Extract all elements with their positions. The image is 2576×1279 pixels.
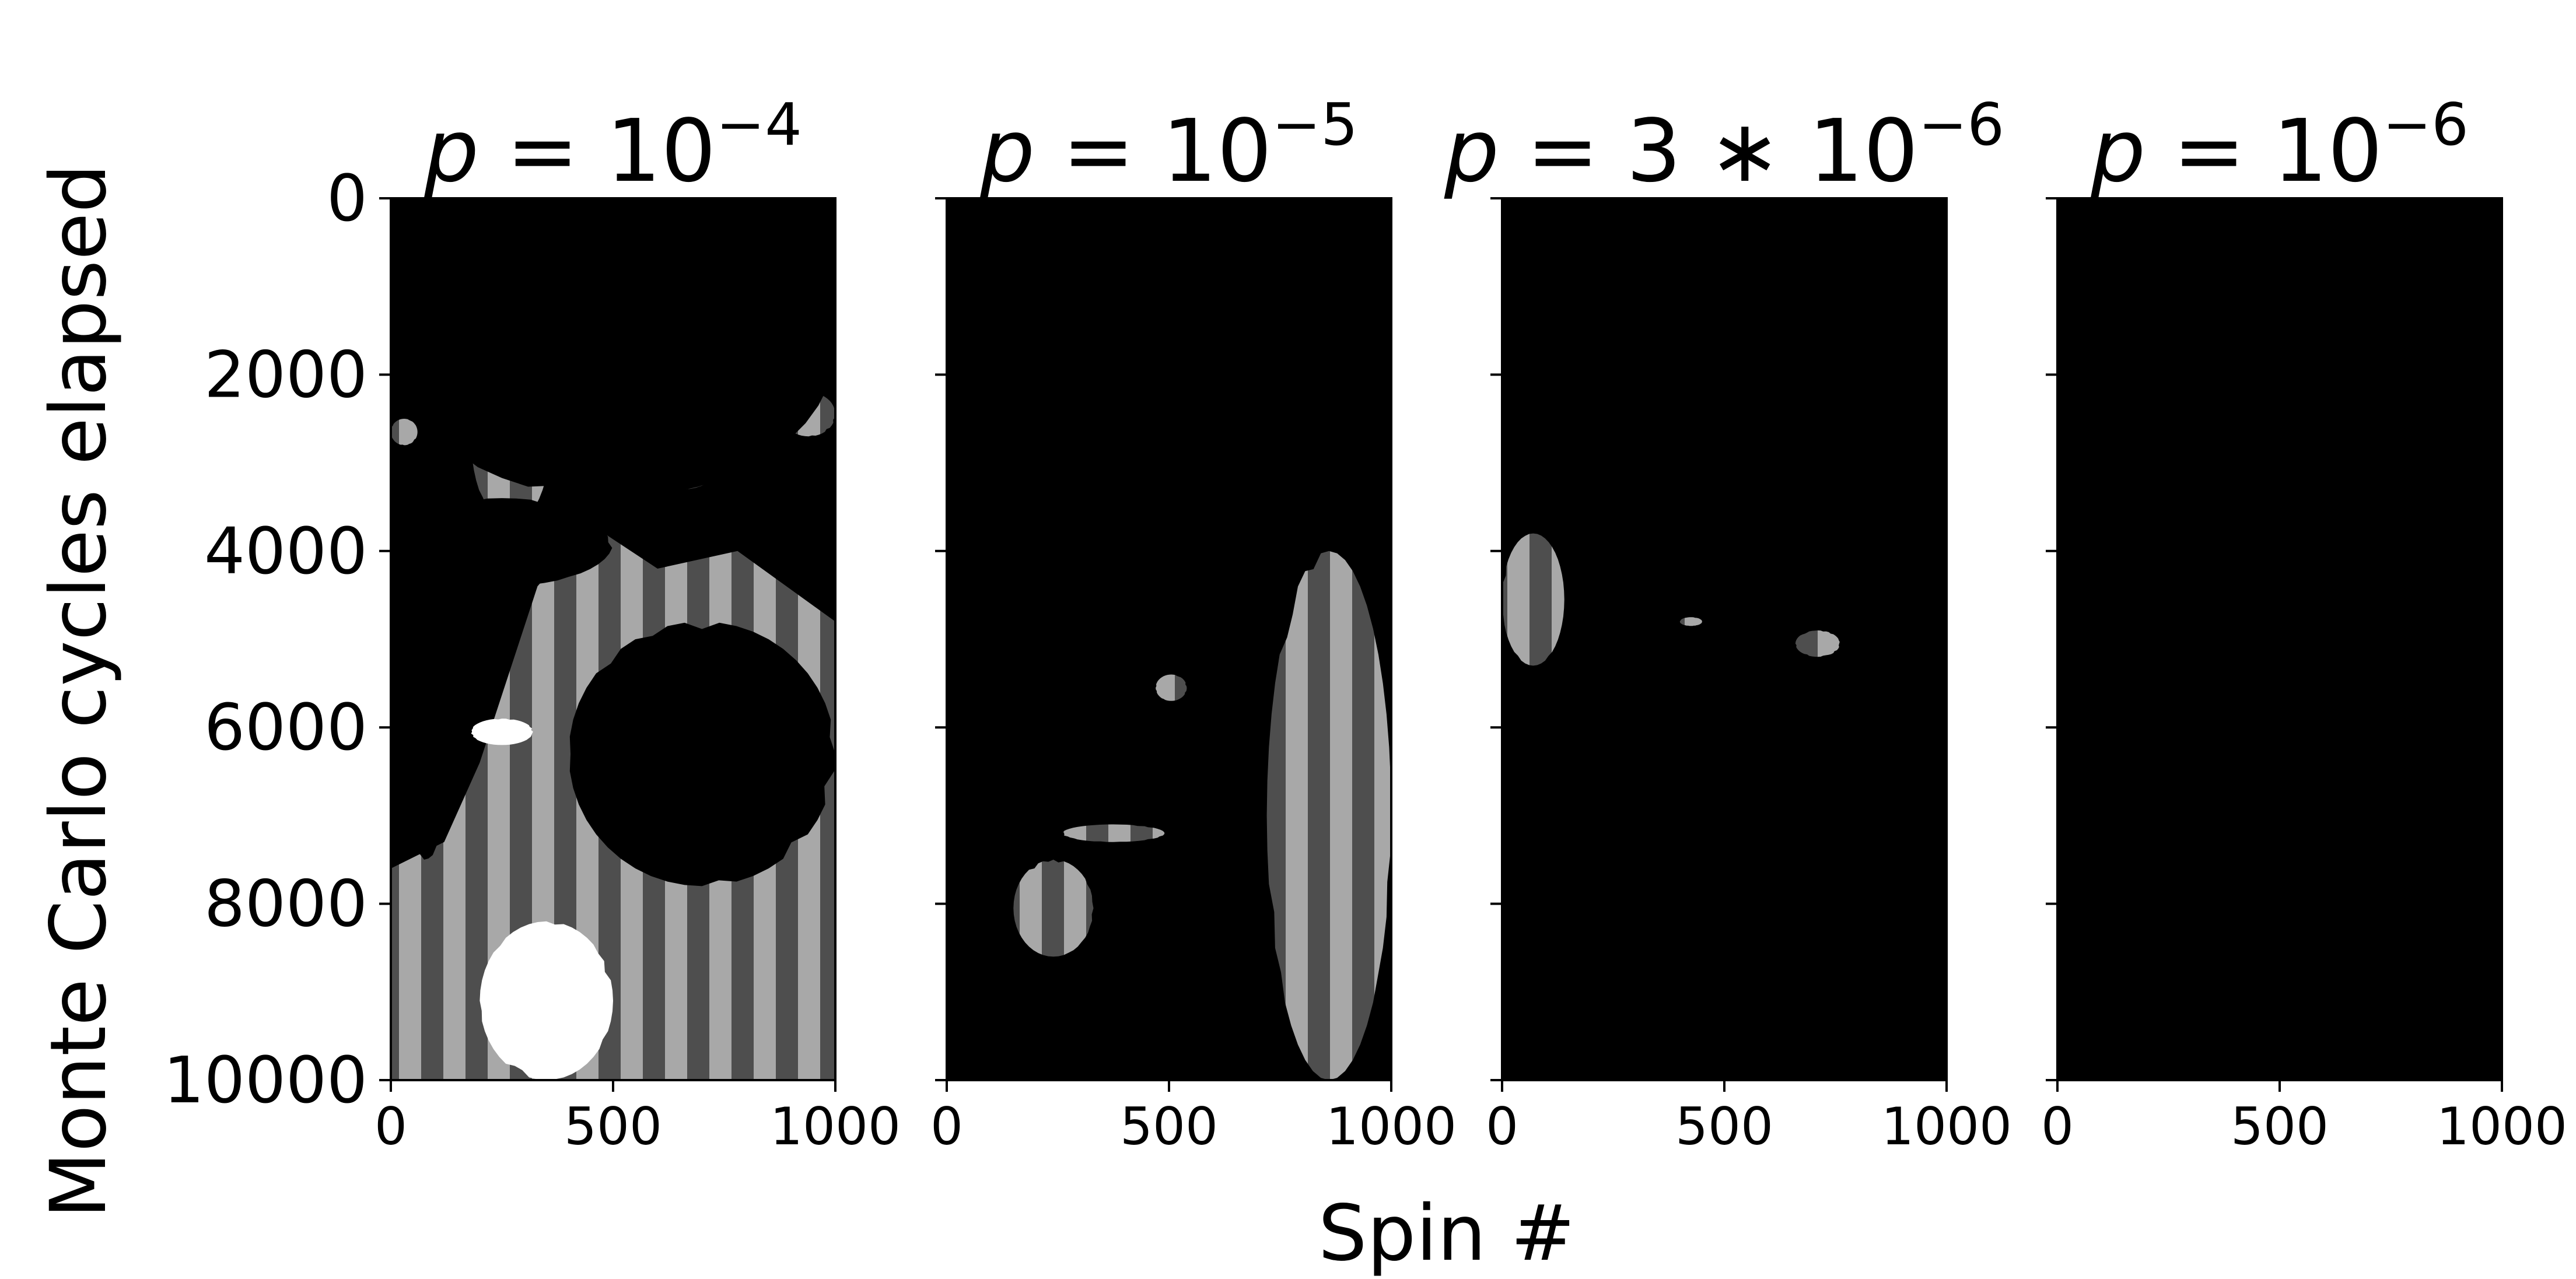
heatmap-background (1502, 198, 1947, 1080)
stripe-domain (1266, 551, 1391, 1080)
x-tick-label: 1000 (770, 1096, 901, 1157)
heatmap-image (2057, 198, 2502, 1080)
y-axis-label: Monte Carlo cycles elapsed (34, 164, 124, 1218)
y-tick-label: 8000 (204, 867, 368, 941)
x-tick-label: 1000 (2437, 1096, 2567, 1157)
white-domain (480, 921, 613, 1080)
heatmap-background (2057, 198, 2502, 1080)
heatmap-image (947, 198, 1391, 1080)
x-axis-label: Spin # (1318, 1189, 1575, 1278)
stripe-domain (1062, 824, 1165, 842)
stripe-domain (1502, 533, 1564, 666)
panel-2: p = 10−5 0 500 1000 (930, 90, 1457, 1157)
x-tick-label: 500 (1120, 1096, 1218, 1157)
stripe-domain (1156, 674, 1187, 701)
panel-title: p = 10−4 (424, 90, 802, 201)
black-domain (569, 622, 835, 886)
black-domain (391, 586, 458, 860)
x-tick-label: 0 (930, 1096, 963, 1157)
y-tick-label: 10000 (163, 1043, 368, 1117)
x-tick-label: 0 (2041, 1096, 2074, 1157)
x-tick-label: 500 (564, 1096, 662, 1157)
heatmap-image (391, 198, 835, 1080)
y-tick-label: 2000 (204, 337, 368, 412)
y-tick-label: 0 (327, 161, 368, 236)
y-tick-label: 6000 (204, 690, 368, 765)
panel-title: p = 10−6 (2090, 90, 2469, 201)
x-tick-label: 1000 (1326, 1096, 1457, 1157)
stripe-patch (391, 419, 418, 446)
panel-title: p = 3 ∗ 10−6 (1444, 90, 2004, 201)
black-domain (391, 199, 835, 499)
x-tick-label: 500 (1675, 1096, 1773, 1157)
white-domain (471, 719, 533, 745)
heatmap-image (1502, 198, 1947, 1080)
x-tick-label: 1000 (1881, 1096, 2012, 1157)
x-tick-label: 0 (1486, 1096, 1518, 1157)
x-tick-label: 500 (2231, 1096, 2329, 1157)
stripe-domain (1013, 860, 1094, 957)
x-tick-label: 0 (374, 1096, 407, 1157)
panel-3: p = 3 ∗ 10−6 0 500 1000 (1444, 90, 2012, 1157)
stripe-domain (1679, 617, 1702, 626)
panel-4: p = 10−6 0 500 1000 (2041, 90, 2567, 1157)
panel-title: p = 10−5 (979, 90, 1358, 201)
stripe-domain (1795, 630, 1840, 657)
black-domain (391, 498, 612, 587)
y-tick-label: 4000 (204, 514, 368, 588)
